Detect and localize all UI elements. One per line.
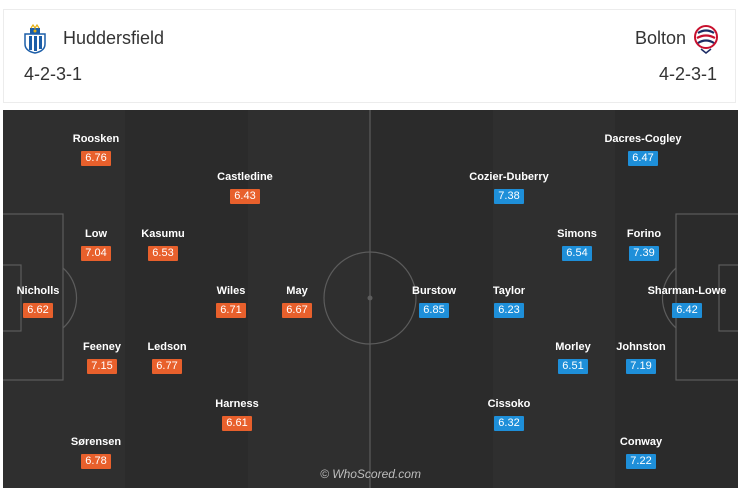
player-name: Johnston (616, 341, 666, 353)
player-name: May (286, 285, 308, 297)
player-name: Conway (619, 436, 663, 448)
home-team-panel: Huddersfield 4-2-3-1 (4, 10, 364, 102)
player-card[interactable]: Sharman-Lowe 6.42 (647, 284, 727, 318)
player-rating: 6.53 (148, 246, 178, 261)
player-name: Cissoko (487, 398, 531, 410)
player-card[interactable]: Kasumu 6.53 (123, 227, 203, 261)
pitch-stripe (248, 110, 370, 488)
huddersfield-crest-icon (24, 24, 46, 54)
player-rating: 6.43 (230, 189, 260, 204)
player-card[interactable]: Cozier-Duberry 7.38 (469, 170, 549, 204)
player-rating: 7.15 (87, 359, 117, 374)
player-name: Ledson (147, 341, 187, 353)
player-card[interactable]: Simons 6.54 (537, 227, 617, 261)
player-card[interactable]: Ledson 6.77 (127, 340, 207, 374)
player-card[interactable]: Taylor 6.23 (469, 284, 549, 318)
player-card[interactable]: Sørensen 6.78 (56, 435, 136, 469)
player-rating: 6.67 (282, 303, 312, 318)
away-formation: 4-2-3-1 (658, 64, 717, 84)
away-team-panel: Bolton 4-2-3-1 (375, 10, 735, 102)
player-rating: 6.47 (628, 151, 658, 166)
player-card[interactable]: Harness 6.61 (197, 397, 277, 431)
player-card[interactable]: May 6.67 (257, 284, 337, 318)
player-name: Dacres-Cogley (604, 133, 682, 145)
player-rating: 6.62 (23, 303, 53, 318)
player-rating: 7.22 (626, 454, 656, 469)
bolton-crest-icon (694, 25, 718, 54)
player-name: Taylor (492, 285, 526, 297)
player-rating: 6.23 (494, 303, 524, 318)
player-card[interactable]: Forino 7.39 (604, 227, 684, 261)
player-rating: 6.85 (419, 303, 449, 318)
player-name: Harness (215, 398, 259, 410)
player-name: Sharman-Lowe (647, 285, 727, 297)
player-card[interactable]: Burstow 6.85 (394, 284, 474, 318)
player-rating: 7.39 (629, 246, 659, 261)
whoscored-credit: © WhoScored.com (320, 467, 421, 481)
player-rating: 6.71 (216, 303, 246, 318)
player-rating: 7.19 (626, 359, 656, 374)
player-card[interactable]: Cissoko 6.32 (469, 397, 549, 431)
pitch-stripe (3, 110, 125, 488)
player-rating: 6.76 (81, 151, 111, 166)
player-card[interactable]: Morley 6.51 (533, 340, 613, 374)
player-rating: 6.51 (558, 359, 588, 374)
player-rating: 6.78 (81, 454, 111, 469)
player-rating: 6.32 (494, 416, 524, 431)
pitch-markings (3, 110, 738, 488)
player-card[interactable]: Johnston 7.19 (601, 340, 681, 374)
player-card[interactable]: Roosken 6.76 (56, 132, 136, 166)
away-team-name: Bolton (634, 28, 686, 48)
player-name: Forino (626, 228, 662, 240)
player-name: Roosken (72, 133, 120, 145)
player-card[interactable]: Feeney 7.15 (62, 340, 142, 374)
player-name: Kasumu (141, 228, 185, 240)
player-card[interactable]: Castledine 6.43 (205, 170, 285, 204)
player-rating: 6.77 (152, 359, 182, 374)
player-rating: 6.42 (672, 303, 702, 318)
player-name: Wiles (216, 285, 246, 297)
player-name: Feeney (83, 341, 121, 353)
player-name: Low (85, 228, 107, 240)
player-rating: 6.61 (222, 416, 252, 431)
player-name: Castledine (217, 171, 273, 183)
player-card[interactable]: Nicholls 6.62 (3, 284, 78, 318)
player-card[interactable]: Wiles 6.71 (191, 284, 271, 318)
player-rating: 7.04 (81, 246, 111, 261)
player-name: Nicholls (16, 285, 60, 297)
player-card[interactable]: Low 7.04 (56, 227, 136, 261)
player-name: Sørensen (70, 436, 122, 448)
player-card[interactable]: Conway 7.22 (601, 435, 681, 469)
player-card[interactable]: Dacres-Cogley 6.47 (603, 132, 683, 166)
match-header: Huddersfield 4-2-3-1 Bolton 4-2-3-1 (3, 9, 736, 103)
player-name: Burstow (412, 285, 456, 297)
player-name: Morley (555, 341, 591, 353)
pitch: Roosken 6.76 Castledine 6.43 Low 7.04 Ka… (3, 110, 738, 488)
player-name: Simons (557, 228, 597, 240)
home-team-name: Huddersfield (63, 28, 165, 48)
player-rating: 7.38 (494, 189, 524, 204)
player-rating: 6.54 (562, 246, 592, 261)
player-name: Cozier-Duberry (469, 171, 549, 183)
home-formation: 4-2-3-1 (24, 64, 83, 84)
